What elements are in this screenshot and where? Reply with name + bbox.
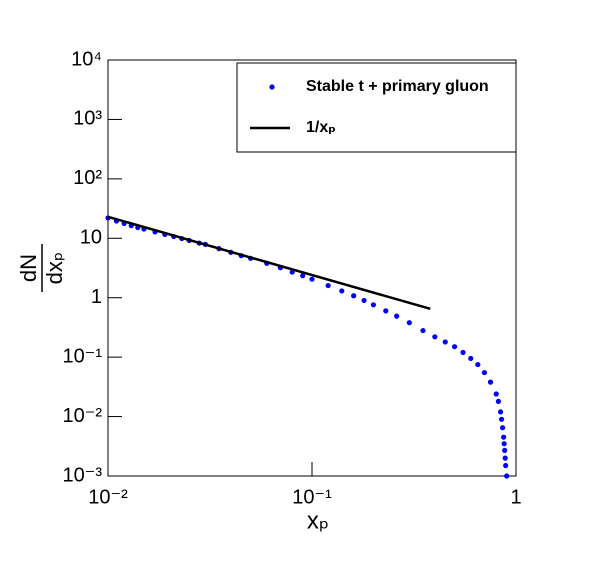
legend-box <box>236 62 517 153</box>
data-point <box>475 361 481 368</box>
y-tick-label: 1 <box>91 286 102 308</box>
y-tick-label: 10⁻² <box>63 405 103 427</box>
y-label-denominator: dxₚ <box>42 252 67 285</box>
data-point <box>432 334 438 340</box>
data-point <box>370 302 377 308</box>
data-point <box>495 398 502 405</box>
data-point <box>481 369 487 376</box>
data-point <box>361 297 367 304</box>
x-tick-label: 10⁻² <box>88 486 128 508</box>
data-point <box>487 379 494 385</box>
legend-label: Stable t + primary gluon <box>306 78 489 95</box>
x-tick-label: 10⁻¹ <box>292 486 332 508</box>
data-point <box>493 391 499 397</box>
y-tick-label: 10³ <box>73 108 102 130</box>
data-point <box>502 455 508 461</box>
data-point <box>502 447 508 453</box>
y-label-numerator: dN <box>16 254 41 282</box>
data-point <box>501 434 507 440</box>
x-axis-label: xₚ <box>307 507 329 534</box>
data-point <box>468 355 474 362</box>
data-point <box>499 416 505 422</box>
data-point <box>503 462 509 469</box>
data-point <box>394 313 400 319</box>
x-tick-label: 1 <box>510 486 521 508</box>
data-point <box>451 344 458 350</box>
data-point <box>501 441 507 447</box>
y-tick-label: 10⁻³ <box>63 464 103 486</box>
data-point <box>460 349 466 356</box>
data-point <box>383 308 389 314</box>
data-point <box>500 425 506 431</box>
data-point <box>300 273 306 279</box>
data-point <box>339 288 345 294</box>
data-point <box>325 282 331 289</box>
data-point <box>442 339 448 345</box>
data-point <box>420 327 426 334</box>
y-tick-label: 10⁻¹ <box>63 345 103 367</box>
line-series <box>107 215 431 311</box>
y-tick-label: 10² <box>73 167 102 189</box>
y-tick-label: 10⁴ <box>71 48 102 70</box>
data-point <box>309 276 315 282</box>
data-point <box>406 320 412 326</box>
data-point <box>497 409 504 415</box>
y-axis-label: dN dxₚ <box>16 244 67 292</box>
legend-swatch <box>269 84 275 90</box>
data-point <box>504 473 510 479</box>
y-tick-label: 10 <box>80 227 102 249</box>
legend-label: 1/xₚ <box>306 119 336 136</box>
data-point <box>351 293 357 299</box>
